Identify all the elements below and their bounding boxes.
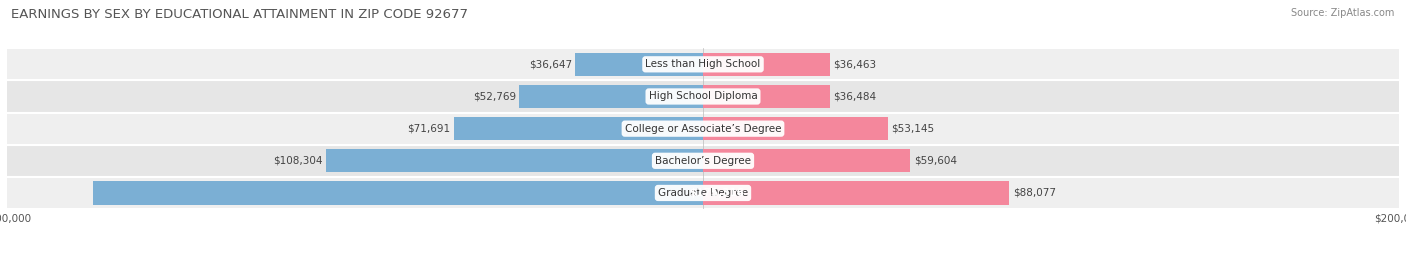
Text: Bachelor’s Degree: Bachelor’s Degree (655, 156, 751, 166)
Text: $175,316: $175,316 (689, 188, 744, 198)
Text: EARNINGS BY SEX BY EDUCATIONAL ATTAINMENT IN ZIP CODE 92677: EARNINGS BY SEX BY EDUCATIONAL ATTAINMEN… (11, 8, 468, 21)
Text: $59,604: $59,604 (914, 156, 957, 166)
Bar (519, 85, 703, 108)
Text: $36,463: $36,463 (834, 59, 876, 69)
Bar (703, 53, 830, 76)
Text: $108,304: $108,304 (273, 156, 322, 166)
Text: Less than High School: Less than High School (645, 59, 761, 69)
Bar (703, 181, 1010, 204)
Text: Source: ZipAtlas.com: Source: ZipAtlas.com (1291, 8, 1395, 18)
Text: $52,769: $52,769 (472, 91, 516, 102)
Text: Graduate Degree: Graduate Degree (658, 188, 748, 198)
Text: College or Associate’s Degree: College or Associate’s Degree (624, 124, 782, 134)
Text: $36,647: $36,647 (529, 59, 572, 69)
Bar (7, 145, 1399, 177)
Bar (93, 181, 703, 204)
Bar (326, 149, 703, 172)
Bar (703, 85, 830, 108)
Bar (7, 113, 1399, 145)
Bar (7, 177, 1399, 209)
Bar (575, 53, 703, 76)
Bar (703, 117, 889, 140)
Text: High School Diploma: High School Diploma (648, 91, 758, 102)
Text: $53,145: $53,145 (891, 124, 935, 134)
Bar (454, 117, 703, 140)
Text: $71,691: $71,691 (406, 124, 450, 134)
Bar (703, 149, 911, 172)
Text: $36,484: $36,484 (834, 91, 876, 102)
Bar (7, 80, 1399, 113)
Bar (7, 48, 1399, 80)
Text: $88,077: $88,077 (1012, 188, 1056, 198)
